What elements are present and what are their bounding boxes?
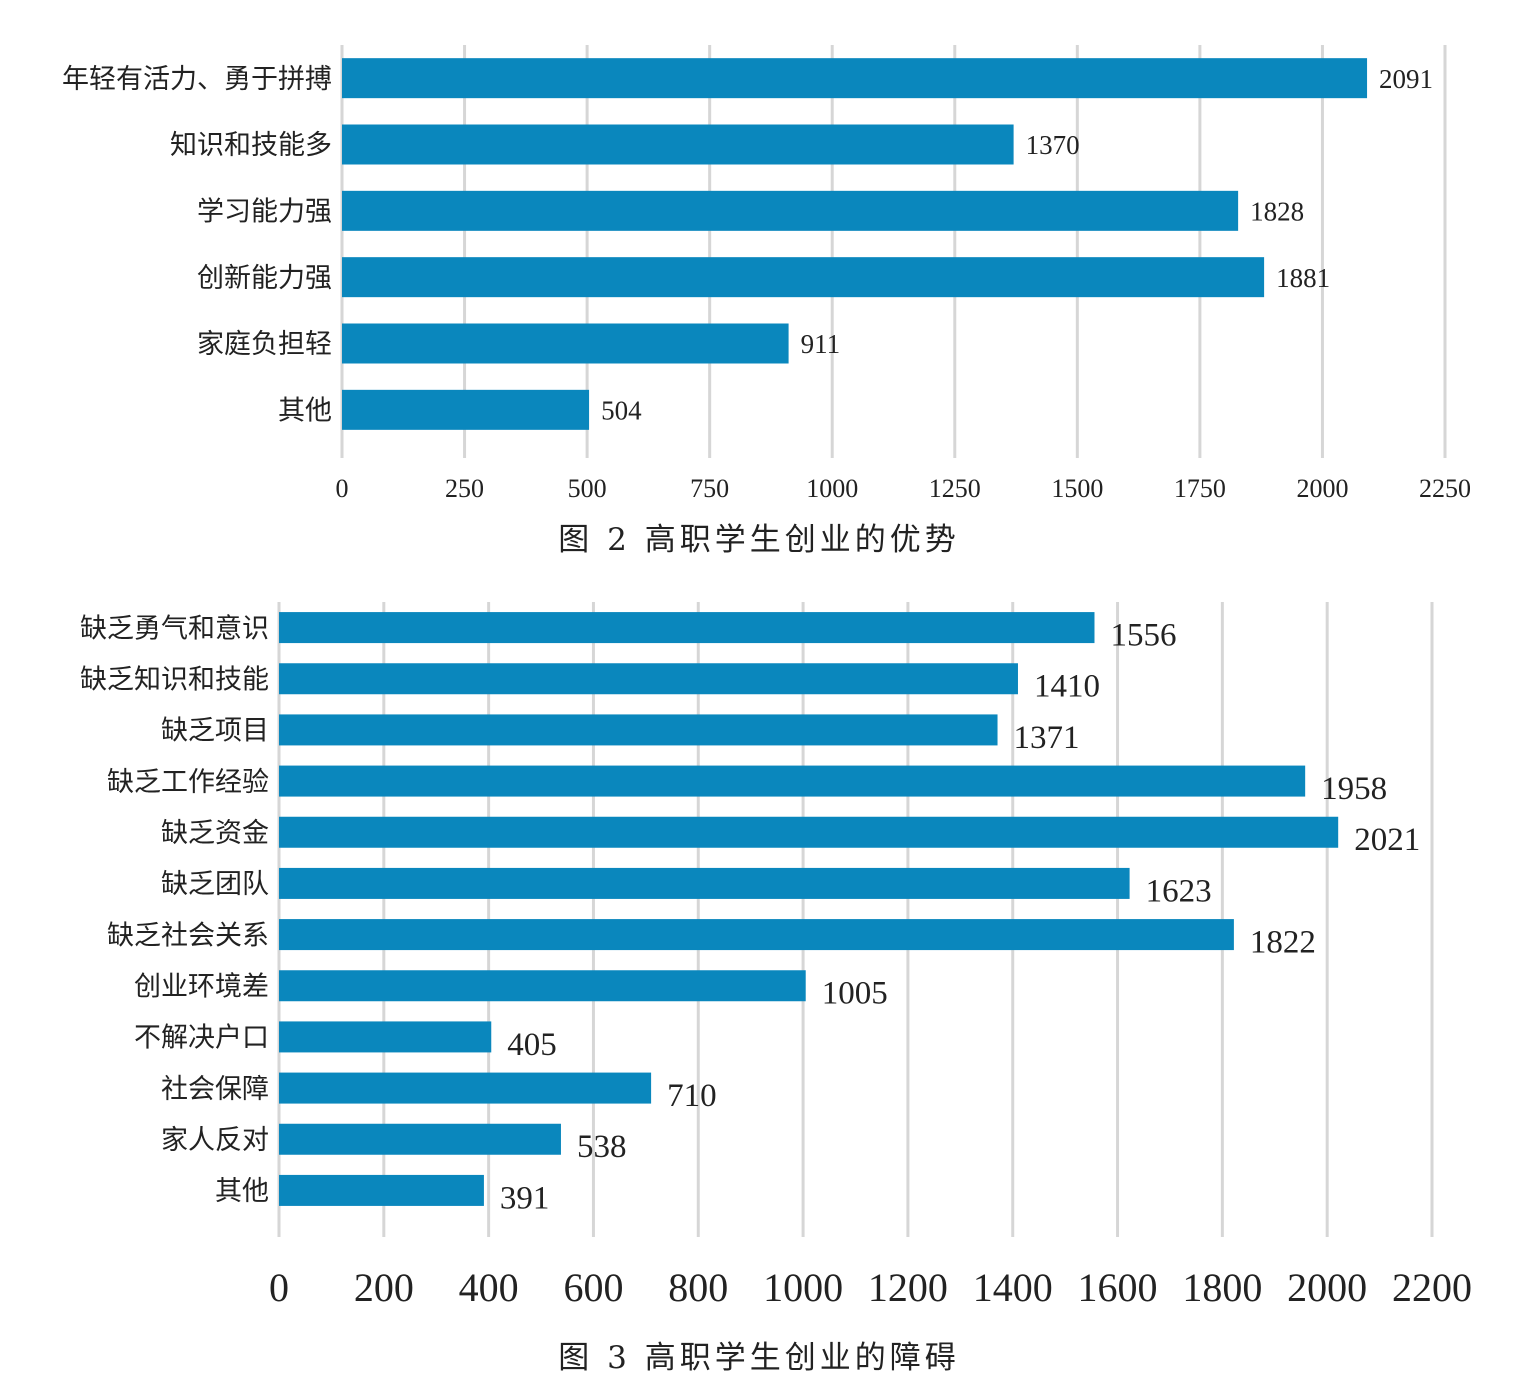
- x-tick-label: 1400: [973, 1265, 1053, 1310]
- data-label: 911: [801, 329, 841, 359]
- x-tick-label: 1800: [1182, 1265, 1262, 1310]
- x-tick-label: 1500: [1051, 474, 1103, 503]
- category-label: 缺乏社会关系: [107, 920, 269, 951]
- category-label: 缺乏工作经验: [107, 767, 269, 798]
- data-label: 391: [500, 1180, 550, 1216]
- advantages-chart-plot: 0 250 500 750 1000 1250 1500 1750 2000 2250 年轻有活力、…: [62, 45, 1471, 503]
- bar: [279, 867, 1130, 899]
- bar: [279, 663, 1018, 695]
- obstacles-chart-plot: 0 200 400 600 800 1000 1200 1400 1600 1800 2000 220…: [80, 602, 1472, 1310]
- x-tick-label: 400: [459, 1265, 519, 1310]
- x-tick-label: 200: [354, 1265, 414, 1310]
- x-tick-label: 2000: [1287, 1265, 1367, 1310]
- x-tick-label: 2250: [1419, 474, 1471, 503]
- category-label: 其他: [278, 396, 332, 427]
- x-tick-label: 2000: [1296, 474, 1348, 503]
- data-label: 1005: [822, 976, 888, 1012]
- x-tick-label: 600: [563, 1265, 623, 1310]
- bar: [342, 389, 590, 430]
- x-tick-label: 1600: [1078, 1265, 1158, 1310]
- category-label: 家人反对: [161, 1125, 269, 1156]
- x-tick-label: 1200: [868, 1265, 948, 1310]
- bar: [279, 919, 1234, 951]
- category-label: 创新能力强: [197, 263, 332, 294]
- x-tick-label: 800: [668, 1265, 728, 1310]
- x-tick-label: 1000: [763, 1265, 843, 1310]
- bar: [279, 1174, 484, 1206]
- category-label: 创业环境差: [134, 971, 269, 1002]
- data-label: 538: [577, 1129, 627, 1165]
- x-tick-label: 250: [445, 474, 484, 503]
- category-label: 缺乏团队: [161, 869, 269, 900]
- category-label: 家庭负担轻: [197, 329, 332, 360]
- data-label: 2091: [1379, 64, 1433, 94]
- x-tick-label: 1000: [806, 474, 858, 503]
- x-tick-label: 1250: [929, 474, 981, 503]
- bar: [342, 323, 789, 364]
- data-label: 1556: [1110, 617, 1176, 653]
- obstacles-chart-caption: 图 3 高职学生创业的障碍: [558, 1340, 960, 1376]
- bar: [279, 816, 1339, 848]
- bar: [279, 1123, 561, 1155]
- category-label: 缺乏项目: [161, 716, 269, 747]
- advantages-chart-caption: 图 2 高职学生创业的优势: [558, 522, 960, 558]
- bar: [342, 190, 1239, 231]
- bar: [279, 970, 806, 1002]
- x-tick-label: 2200: [1392, 1265, 1472, 1310]
- data-label: 504: [601, 396, 642, 426]
- data-label: 1822: [1250, 924, 1316, 960]
- x-tick-label: 0: [269, 1265, 289, 1310]
- x-tick-label: 500: [568, 474, 607, 503]
- category-label: 年轻有活力、勇于拼搏: [62, 64, 332, 95]
- bar: [342, 58, 1368, 99]
- bar: [342, 124, 1014, 165]
- advantages-chart: 0 250 500 750 1000 1250 1500 1750 2000 2250 年轻有活力、…: [0, 0, 1518, 565]
- category-label: 社会保障: [161, 1074, 269, 1105]
- x-tick-label: 750: [690, 474, 729, 503]
- bar: [279, 714, 998, 746]
- category-label: 学习能力强: [197, 197, 332, 228]
- category-label: 缺乏资金: [161, 818, 269, 849]
- category-label: 缺乏勇气和意识: [80, 613, 269, 644]
- data-label: 2021: [1354, 822, 1420, 858]
- bar: [342, 257, 1265, 298]
- data-label: 1623: [1146, 873, 1212, 909]
- data-label: 1958: [1321, 771, 1387, 807]
- x-tick-label: 0: [336, 474, 349, 503]
- data-label: 1371: [1014, 720, 1080, 756]
- bar: [279, 765, 1306, 797]
- category-label: 其他: [215, 1176, 269, 1207]
- x-tick-label: 1750: [1174, 474, 1226, 503]
- category-label: 不解决户口: [134, 1023, 269, 1054]
- category-label: 知识和技能多: [170, 130, 332, 161]
- category-label: 缺乏知识和技能: [80, 664, 269, 695]
- data-label: 1881: [1276, 263, 1330, 293]
- data-label: 1370: [1026, 130, 1080, 160]
- data-label: 1828: [1250, 197, 1304, 227]
- bar: [279, 1072, 652, 1104]
- data-label: 1410: [1034, 669, 1100, 705]
- bar: [279, 612, 1095, 644]
- bar: [279, 1021, 492, 1053]
- data-label: 405: [507, 1027, 557, 1063]
- obstacles-chart: 0 200 400 600 800 1000 1200 1400 1600 1800 2000 220…: [0, 565, 1518, 1392]
- data-label: 710: [667, 1078, 717, 1114]
